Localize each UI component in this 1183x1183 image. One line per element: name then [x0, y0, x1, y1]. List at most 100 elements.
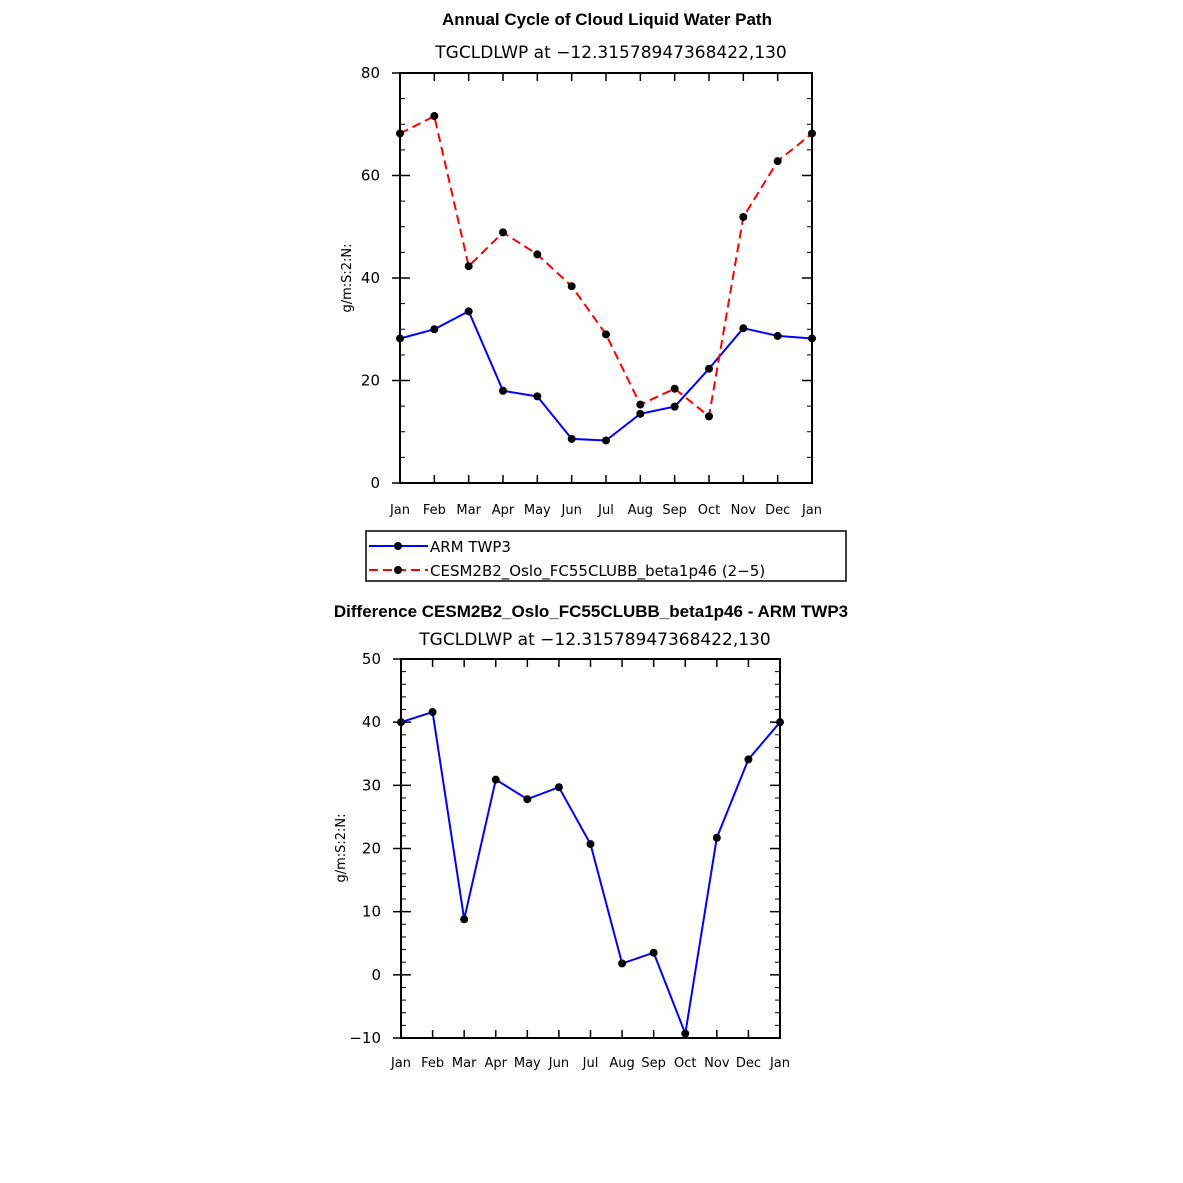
series-0-point [586, 840, 595, 849]
x-tick-label: Oct [674, 1056, 696, 1071]
series-0-point [460, 915, 469, 924]
series-0-point [776, 718, 784, 727]
y-tick-label: 20 [361, 372, 380, 390]
chart2-ticks [393, 658, 781, 1039]
y-tick-label: 40 [362, 713, 381, 731]
x-tick-label: Feb [421, 1056, 444, 1071]
annual-cycle-chart: Annual Cycle of Cloud Liquid Water Path … [340, 10, 822, 518]
x-tick-label: Jul [582, 1056, 599, 1071]
series-0-point [533, 392, 542, 401]
chart2-tick-labels: Jan Feb Mar Apr May Jun Jul Aug Sep Oct Nov Dec Jan−… [349, 650, 790, 1071]
series-0-point [491, 775, 500, 784]
x-tick-label: Jun [548, 1056, 569, 1071]
chart1-tick-labels: Jan Feb Mar Apr May Jun Jul Aug Sep Oct Nov Dec Jan 0… [361, 64, 822, 518]
series-1-point [567, 282, 576, 291]
series-0-point [602, 436, 610, 445]
y-tick-label: 60 [361, 167, 380, 185]
series-1-point [705, 412, 713, 421]
series-0-point [808, 334, 816, 343]
series-0-point [428, 708, 437, 717]
series-0-point [430, 325, 439, 334]
chart2-series [397, 708, 784, 1038]
series-1-point [430, 112, 439, 121]
chart1-title: Annual Cycle of Cloud Liquid Water Path [442, 10, 772, 29]
y-tick-label: 30 [362, 776, 381, 794]
x-tick-label: May [524, 503, 551, 518]
series-1-point [739, 213, 748, 222]
series-1-point [670, 384, 679, 393]
series-1-point [636, 400, 645, 409]
series-0-point [567, 434, 576, 443]
y-tick-label: −10 [349, 1029, 381, 1047]
chart1-legend: ARM TWP3 CESM2B2_Oslo_FC55CLUBB_beta1p46… [365, 530, 847, 582]
x-tick-label: May [514, 1056, 541, 1071]
x-tick-label: Dec [736, 1056, 761, 1071]
x-tick-label: Mar [452, 1056, 477, 1071]
chart1-series [396, 112, 816, 445]
series-0-point [712, 833, 721, 842]
series-1-point [499, 228, 507, 237]
y-tick-label: 10 [362, 903, 381, 921]
series-0-point [499, 386, 507, 395]
x-tick-label: Jan [390, 1056, 411, 1071]
x-tick-label: Jan [769, 1056, 790, 1071]
chart1-plot-frame [399, 72, 813, 484]
series-0-point [523, 795, 532, 804]
series-0-point [396, 334, 404, 343]
series-0-point [739, 324, 748, 333]
series-0-point [705, 364, 713, 373]
chart2-subtitle: TGCLDLWP at −12.31578947368422,130 [418, 630, 770, 650]
series-1-point [396, 129, 404, 138]
x-tick-label: Aug [609, 1056, 634, 1071]
x-tick-label: Jun [561, 503, 582, 518]
legend-arm-marker [394, 542, 402, 550]
x-tick-label: Jan [389, 503, 410, 518]
x-tick-label: Feb [423, 503, 446, 518]
series-1-point [602, 330, 610, 339]
series-1-point [533, 250, 542, 259]
series-0-point [773, 331, 782, 340]
y-tick-label: 40 [361, 269, 380, 287]
series-0-point [636, 409, 645, 418]
y-tick-label: 20 [362, 840, 381, 858]
x-tick-label: Aug [628, 503, 653, 518]
series-line-0 [400, 710, 781, 1038]
x-tick-label: Oct [698, 503, 720, 518]
chart1-ylabel: g/m:S:2:N: [340, 243, 355, 312]
x-tick-label: Mar [456, 503, 481, 518]
series-0-point [618, 959, 627, 968]
series-0-point [744, 755, 753, 764]
x-tick-label: Apr [485, 1056, 508, 1071]
x-tick-label: Apr [492, 503, 515, 518]
legend-cesm-label: CESM2B2_Oslo_FC55CLUBB_beta1p46 (2−5) [430, 562, 765, 581]
difference-chart: Difference CESM2B2_Oslo_FC55CLUBB_beta1p… [334, 602, 848, 1071]
series-0-point [681, 1029, 690, 1038]
series-0-point [464, 307, 473, 316]
chart1-subtitle: TGCLDLWP at −12.31578947368422,130 [434, 43, 786, 63]
x-tick-label: Jul [597, 503, 614, 518]
series-1-point [808, 129, 816, 138]
y-tick-label: 0 [370, 474, 380, 492]
series-0-point [649, 948, 658, 957]
chart2-title: Difference CESM2B2_Oslo_FC55CLUBB_beta1p… [334, 602, 848, 621]
x-tick-label: Nov [704, 1056, 730, 1071]
legend-frame [365, 530, 847, 582]
x-tick-label: Jan [801, 503, 822, 518]
legend-cesm-marker [394, 566, 402, 574]
chart2-ylabel: g/m:S:2:N: [334, 813, 349, 882]
x-tick-label: Sep [641, 1056, 666, 1071]
y-tick-label: 0 [371, 966, 381, 984]
x-tick-label: Sep [662, 503, 687, 518]
series-0-point [397, 718, 405, 727]
series-line-1 [399, 114, 813, 419]
y-tick-label: 50 [362, 650, 381, 668]
series-1-point [773, 157, 782, 166]
legend-arm-label: ARM TWP3 [430, 538, 511, 556]
series-1-point [464, 262, 473, 271]
series-0-point [554, 783, 563, 792]
series-0-point [670, 402, 679, 411]
chart2-plot-frame [400, 658, 781, 1039]
x-tick-label: Dec [765, 503, 790, 518]
x-tick-label: Nov [731, 503, 757, 518]
